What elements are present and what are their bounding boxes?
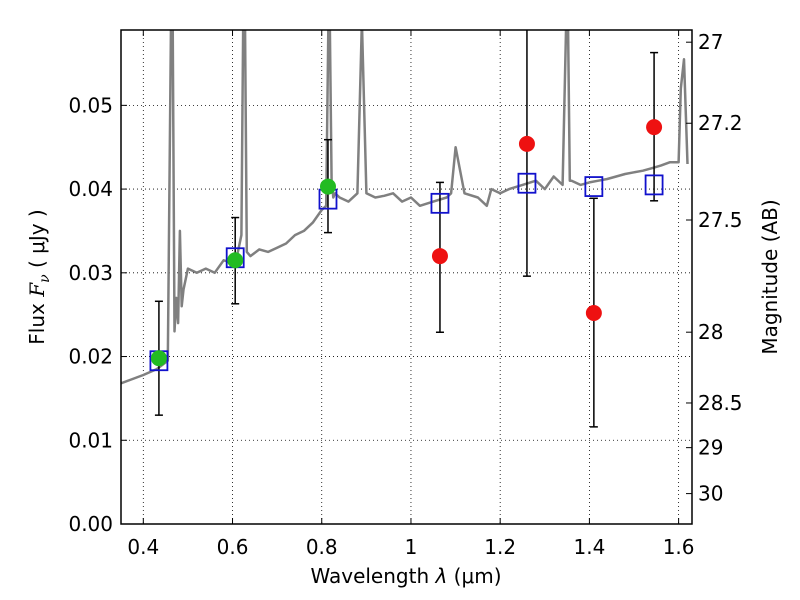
y2-axis-label: Magnitude (AB) xyxy=(758,199,782,354)
model-spectrum-line xyxy=(121,30,689,385)
x-tick-label: 0.4 xyxy=(127,535,159,559)
model-photometry-square xyxy=(644,174,664,196)
x-tick-label: 1.4 xyxy=(573,535,605,559)
y2-tick-label: 28.5 xyxy=(698,391,743,415)
plot-area-clip-group xyxy=(121,30,689,428)
observed-flux-point xyxy=(150,350,167,367)
x-tick-label: 1 xyxy=(405,535,418,559)
y-tick-label: 0.04 xyxy=(68,177,113,201)
observed-flux-point xyxy=(585,305,602,322)
model-photometry-square xyxy=(430,192,450,214)
x-tick-label: 0.8 xyxy=(306,535,338,559)
y-tick-label: 0.02 xyxy=(68,345,113,369)
x-axis: 0.4 0.6 0.8 1 1.2 1.4 1.6 xyxy=(127,30,695,559)
x-tick-label: 0.6 xyxy=(217,535,249,559)
x-tick-label: 1.6 xyxy=(663,535,695,559)
y2-tick-label: 30 xyxy=(698,482,723,506)
observed-flux-point xyxy=(431,248,448,265)
y2-tick-label: 29 xyxy=(698,436,723,460)
y2-tick-label: 27 xyxy=(698,30,723,54)
y-tick-label: 0.01 xyxy=(68,428,113,452)
y-axis: 0.00 0.01 0.02 0.03 0.04 0.05 xyxy=(68,93,127,536)
observed-flux-point xyxy=(319,178,336,195)
y2-tick-label: 27.5 xyxy=(698,208,743,232)
y-axis-label: Flux Fν ( μJy ) xyxy=(25,209,53,344)
x-tick-label: 1.2 xyxy=(484,535,516,559)
observed-flux-point xyxy=(227,252,244,269)
y2-tick-label: 27.2 xyxy=(698,111,743,135)
observed-flux-point xyxy=(646,119,663,136)
observed-flux-point xyxy=(518,135,535,152)
y2-tick-label: 28 xyxy=(698,320,723,344)
y-tick-label: 0.05 xyxy=(68,93,113,117)
y-tick-label: 0.00 xyxy=(68,512,113,536)
y2-axis: 27 27.2 27.5 28 28.5 29 30 xyxy=(686,30,743,506)
grid xyxy=(121,30,692,525)
plot-frame xyxy=(120,29,693,525)
model-photometry-square xyxy=(517,172,537,194)
x-axis-label: Wavelength λ (μm) xyxy=(310,564,501,588)
y-tick-label: 0.03 xyxy=(68,261,113,285)
model-photometry-square xyxy=(584,176,604,197)
